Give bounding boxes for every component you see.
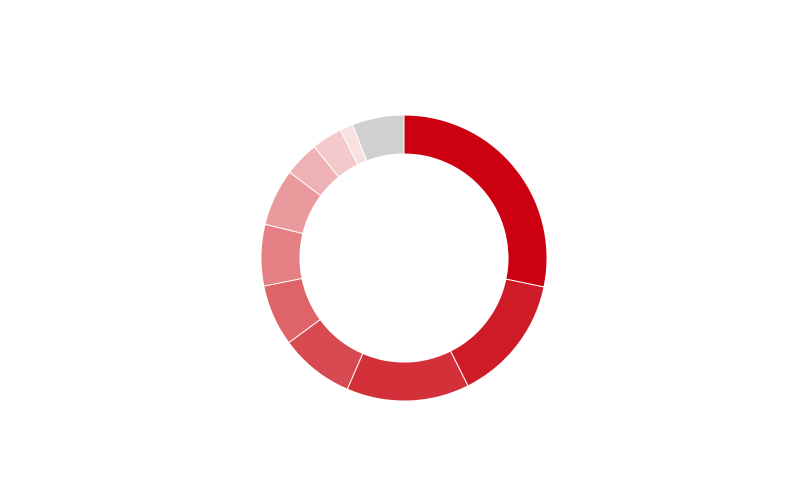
donut-slice-1 xyxy=(403,114,548,288)
donut-slice-6 xyxy=(260,223,304,287)
donut-slices xyxy=(260,114,548,402)
donut-slice-11 xyxy=(351,114,405,162)
donut-slice-3 xyxy=(346,350,469,402)
donut-slice-2 xyxy=(449,278,545,387)
